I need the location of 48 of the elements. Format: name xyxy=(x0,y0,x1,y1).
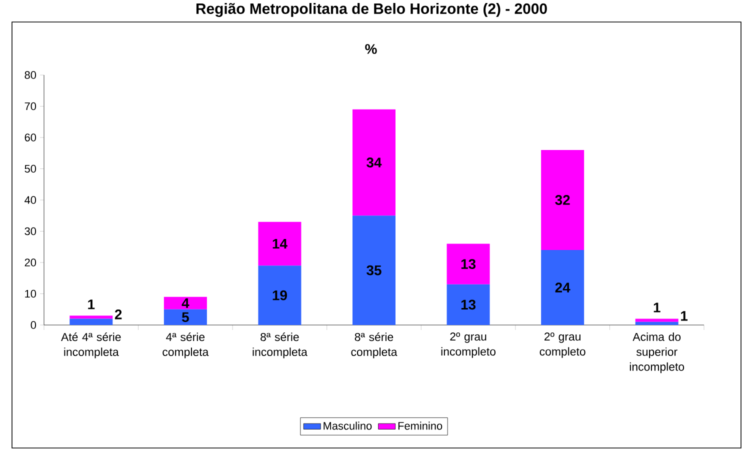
chart-title: Região Metropolitana de Belo Horizonte (2) - 2000 xyxy=(196,2,547,17)
y-tick-label: 60 xyxy=(24,134,36,142)
x-tick-label: 8ª série completa xyxy=(351,332,398,358)
data-label: 5 xyxy=(182,312,189,322)
data-label: 24 xyxy=(555,282,570,292)
data-label: 13 xyxy=(461,259,476,270)
bar xyxy=(541,250,584,325)
bar xyxy=(258,266,302,325)
data-label: 2 xyxy=(114,309,122,320)
x-tick-label: Acima do superior incompleto xyxy=(630,332,684,374)
y-tick-label: 50 xyxy=(24,164,36,173)
data-label: 34 xyxy=(366,158,382,168)
bar xyxy=(70,318,113,325)
y-tick-label: 30 xyxy=(24,227,36,236)
y-tick-label: 80 xyxy=(24,71,36,79)
data-label: 35 xyxy=(366,265,382,276)
bar xyxy=(635,322,678,325)
x-tick-label: 2º grau completo xyxy=(540,332,586,358)
legend-label: Feminino xyxy=(398,422,442,430)
bar xyxy=(352,109,396,216)
x-tick-label: 2º grau incompleto xyxy=(441,332,496,358)
bar xyxy=(446,284,490,325)
y-tick-label: 70 xyxy=(24,102,36,110)
data-label: 32 xyxy=(555,195,570,205)
y-tick-label: 10 xyxy=(25,290,36,298)
data-label: 1 xyxy=(654,302,660,312)
data-label: 1 xyxy=(88,300,95,310)
legend-label: Masculino xyxy=(324,422,372,430)
bar xyxy=(541,150,584,250)
chart-subtitle: % xyxy=(365,44,377,54)
x-tick-label: 4ª série completa xyxy=(162,332,209,358)
data-label: 19 xyxy=(272,290,287,300)
bar xyxy=(70,316,113,319)
bar xyxy=(258,222,302,266)
bar xyxy=(164,309,207,325)
y-tick-label: 0 xyxy=(30,321,36,329)
data-label: 13 xyxy=(461,300,476,310)
y-tick-label: 20 xyxy=(24,258,36,266)
x-tick-label: Até 4ª série incompleta xyxy=(61,332,121,358)
y-tick-label: 40 xyxy=(24,196,36,204)
x-tick-label: 8ª série incompleta xyxy=(252,332,308,358)
bar xyxy=(635,318,678,322)
data-label: 14 xyxy=(272,238,288,249)
bar xyxy=(446,244,490,284)
bar xyxy=(164,296,207,310)
data-label: 1 xyxy=(681,311,688,321)
data-label: 4 xyxy=(182,298,190,308)
bar xyxy=(352,216,396,325)
